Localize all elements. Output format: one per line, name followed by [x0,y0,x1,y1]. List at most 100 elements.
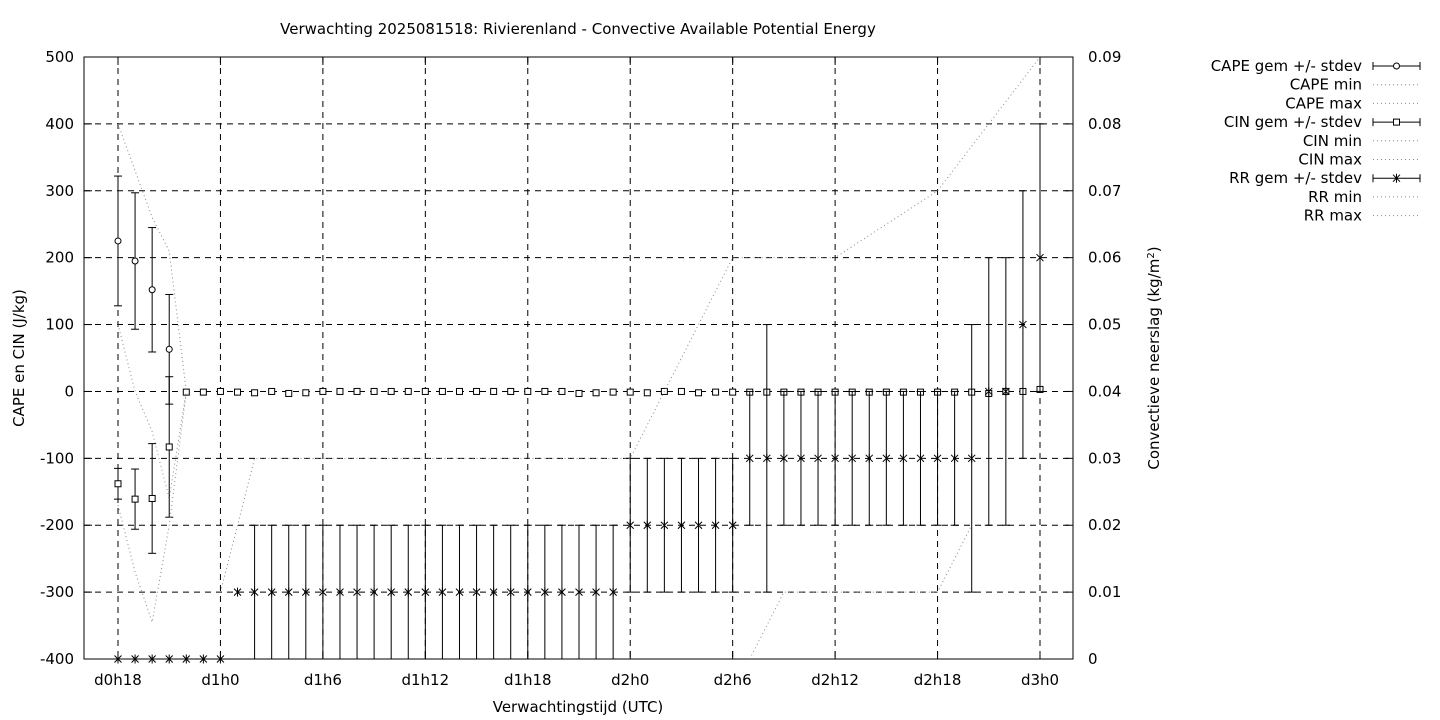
data-point [797,453,805,463]
data-point [660,520,669,530]
data-point [728,520,737,530]
data-point [950,453,959,463]
data-point [541,387,549,395]
y2-axis-label-end: ) [1145,246,1163,252]
data-point [114,237,122,245]
data-point [865,453,874,463]
data-point [302,389,310,397]
data-point [711,520,720,530]
data-point [712,388,720,396]
data-point [626,388,634,396]
data-point [353,387,361,395]
data-point [131,257,139,265]
data-point [472,587,481,597]
series-line [117,324,187,499]
data-point [540,587,549,597]
data-point [831,453,839,463]
data-point [251,389,259,397]
legend-label: CAPE min [1290,76,1362,94]
data-point [762,453,771,463]
data-point [387,587,396,597]
legend-label: CIN gem +/- stdev [1224,113,1362,131]
data-point [114,480,122,488]
data-point [609,587,618,597]
legend-marker [1393,62,1400,70]
y-tick-label: 500 [45,48,74,66]
legend-label: CIN max [1298,151,1362,169]
data-point [199,388,207,396]
legend-label: RR max [1304,207,1362,225]
data-point [353,587,361,597]
x-tick-label: d0h18 [94,671,142,689]
data-point [575,587,583,597]
legend-label: RR min [1308,188,1362,206]
series-cape-min [117,324,187,499]
data-point [370,587,378,597]
legend-entry: CAPE gem +/- stdev [1211,57,1421,75]
legend-entry: CAPE min [1290,76,1420,94]
data-point [148,494,156,502]
data-point [285,389,293,397]
y-tick-label: 100 [45,316,74,334]
legend-marker [1393,118,1400,126]
y-tick-label: 300 [45,182,74,200]
data-point [165,654,174,664]
y-tick-label: -400 [40,650,74,668]
y-tick-label: 200 [45,249,74,267]
y-tick-label: -100 [40,449,74,467]
x-tick-label: d2h6 [714,671,752,689]
data-point [233,587,242,597]
data-point [489,587,498,597]
x-tick-label: d1h0 [201,671,239,689]
y2-tick-label: 0.06 [1088,249,1121,267]
data-point [506,587,515,597]
y2-axis-label-main: Convectieve neerslag (kg/m [1145,259,1163,470]
data-point [677,520,686,530]
data-point [677,387,685,395]
data-point [1001,386,1010,396]
data-point [882,453,891,463]
data-point [336,587,344,597]
legend-marker [1392,173,1401,183]
data-point [114,654,122,664]
data-point [575,389,583,397]
data-point [148,654,157,664]
x-axis-label: Verwachtingstijd (UTC) [493,698,664,716]
y2-tick-label: 0.07 [1088,182,1121,200]
x-tick-label: d2h0 [611,671,649,689]
data-point [745,453,754,463]
x-tick-label: d1h6 [304,671,342,689]
y2-tick-label: 0.08 [1088,115,1121,133]
series-cape-max [117,123,187,392]
legend-entry: CIN min [1303,132,1420,150]
y2-tick-label: 0.02 [1088,516,1121,534]
data-point [455,587,464,597]
data-point [336,387,344,395]
data-point [609,388,617,396]
x-tick-label: d1h12 [401,671,449,689]
data-point [507,387,515,395]
data-point [694,520,703,530]
data-point [148,286,156,294]
y-tick-label: -300 [40,583,74,601]
legend-label: CAPE gem +/- stdev [1211,57,1362,75]
data-point [216,387,224,395]
data-point [1019,320,1027,330]
data-point [899,453,908,463]
data-point [182,388,190,396]
data-point [301,587,310,597]
data-point [473,387,481,395]
data-point [916,453,925,463]
x-tick-label: d3h0 [1021,671,1059,689]
legend-entry: RR min [1308,188,1420,206]
y-axis-label: CAPE en CIN (J/kg) [10,289,28,427]
legend-entry: CIN gem +/- stdev [1224,113,1421,131]
legend-label: CAPE max [1285,94,1362,112]
data-point [438,387,446,395]
data-point [626,520,635,530]
series-line [117,123,187,392]
data-point [267,587,276,597]
data-point [558,387,566,395]
data-point [814,453,822,463]
